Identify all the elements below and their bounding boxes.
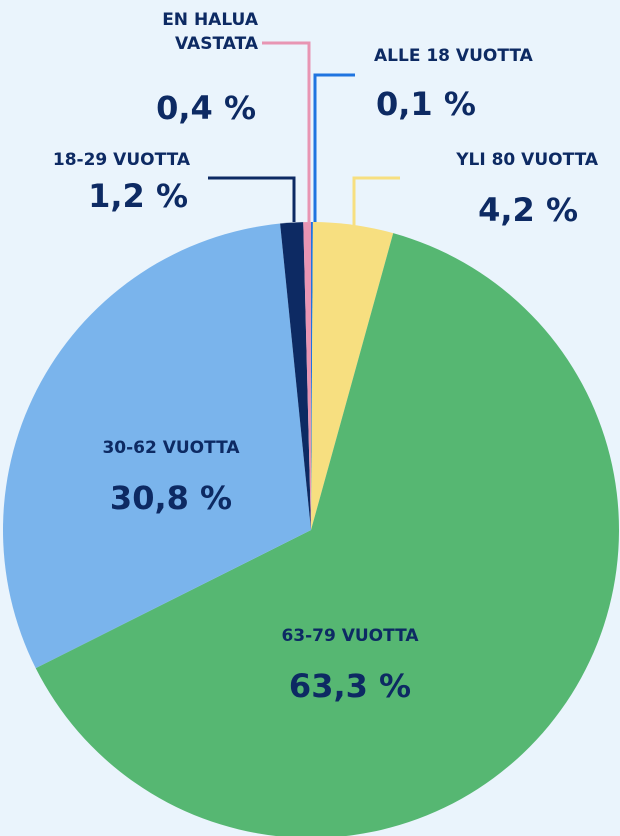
pie-slice <box>280 222 311 530</box>
category-label: YLI 80 VUOTTA <box>456 150 598 170</box>
pie-slice <box>303 222 311 530</box>
pie-slice <box>3 223 312 669</box>
leader-line <box>262 41 311 222</box>
leader-line <box>352 176 400 226</box>
value-label: 4,2 % <box>478 191 578 229</box>
leader-line <box>313 73 355 222</box>
category-label: 18-29 VUOTTA <box>52 150 190 170</box>
value-label: 1,2 % <box>88 177 188 215</box>
pie-slice <box>311 222 394 530</box>
category-label: EN HALUA VASTATA <box>162 10 258 54</box>
category-label: 63-79 VUOTTA <box>281 626 419 646</box>
pie-slice <box>311 222 313 530</box>
pie <box>3 222 619 836</box>
leader-line <box>208 176 296 222</box>
pie-slice <box>35 233 619 836</box>
value-label: 0,4 % <box>156 89 256 127</box>
value-label: 0,1 % <box>376 85 476 123</box>
category-label: ALLE 18 VUOTTA <box>374 46 533 66</box>
category-label: 30-62 VUOTTA <box>102 438 240 458</box>
value-label: 63,3 % <box>288 667 412 705</box>
value-label: 30,8 % <box>109 479 233 517</box>
